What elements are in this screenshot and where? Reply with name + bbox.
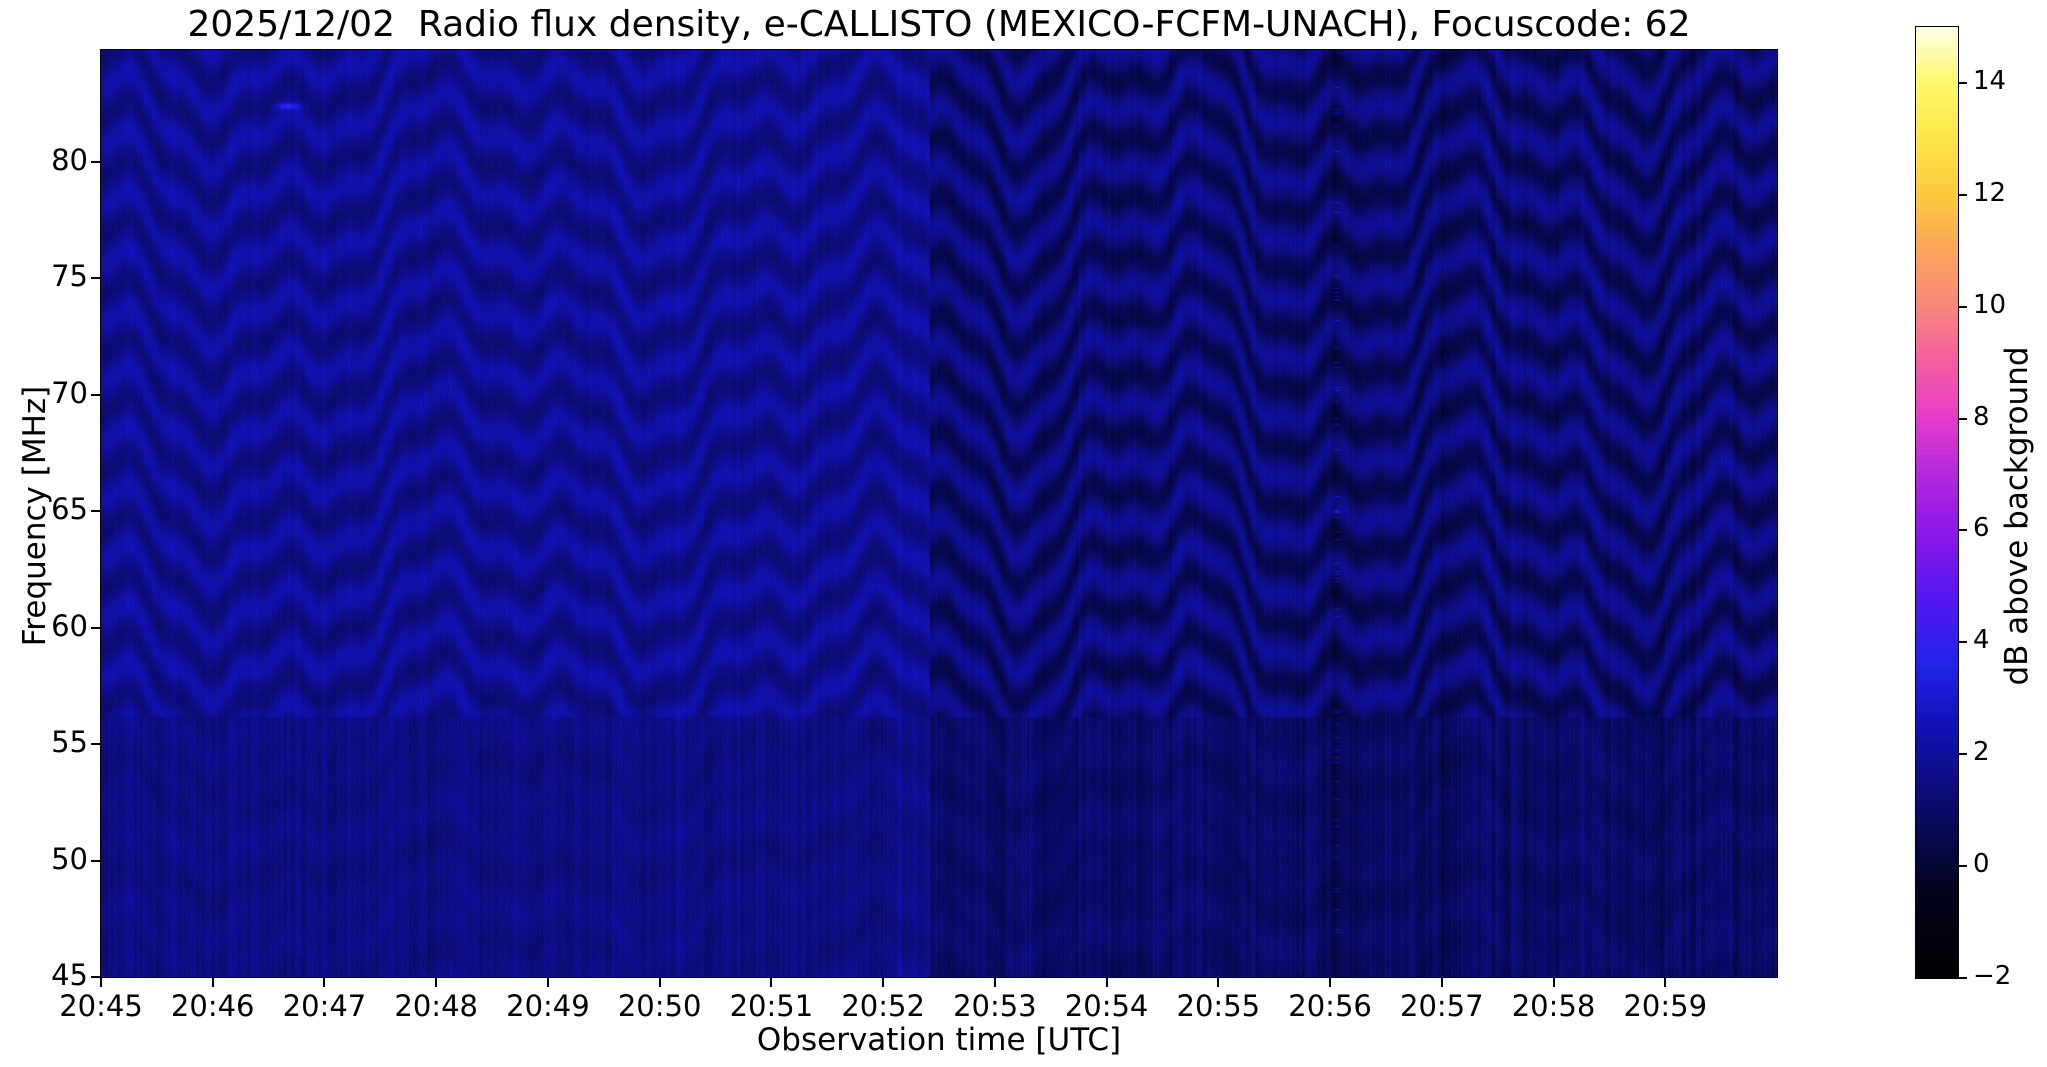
colorbar-tick-label: 6	[1973, 513, 1990, 544]
x-tick-label: 20:56	[1288, 989, 1372, 1023]
x-tick-label: 20:59	[1623, 989, 1708, 1023]
x-tick-mark	[1552, 978, 1555, 987]
colorbar-tick-label: 12	[1973, 177, 2007, 208]
y-tick-label: 60	[51, 608, 88, 643]
colorbar-tick-mark	[1959, 193, 1967, 196]
spectrogram-canvas	[101, 50, 1777, 977]
x-tick-mark	[1217, 978, 1220, 987]
x-tick-label: 20:57	[1400, 989, 1484, 1023]
y-tick-mark	[91, 510, 100, 513]
x-tick-mark	[658, 978, 661, 987]
y-tick-mark	[91, 626, 100, 629]
x-tick-mark	[546, 978, 549, 987]
colorbar-tick-mark	[1959, 865, 1967, 868]
y-tick-label: 75	[51, 259, 88, 294]
y-tick-label: 55	[51, 725, 88, 760]
y-tick-mark	[91, 859, 100, 862]
colorbar-gradient	[1916, 27, 1958, 978]
x-tick-mark	[100, 978, 102, 987]
colorbar-tick-mark	[1959, 641, 1967, 644]
colorbar-tick-mark	[1959, 529, 1967, 532]
y-tick-mark	[91, 976, 100, 978]
colorbar-tick-label: 0	[1973, 849, 1990, 880]
x-tick-mark	[1329, 978, 1332, 987]
x-tick-mark	[1440, 978, 1443, 987]
x-tick-label: 20:49	[506, 989, 590, 1023]
colorbar-tick-label: −2	[1973, 961, 2012, 991]
colorbar-tick-mark	[1959, 305, 1967, 308]
x-tick-mark	[770, 978, 773, 987]
x-tick-label: 20:48	[394, 989, 478, 1023]
spectrogram-plot	[100, 49, 1778, 978]
colorbar-tick-label: 8	[1973, 401, 1990, 432]
x-tick-mark	[882, 978, 885, 987]
colorbar-tick-label: 4	[1973, 625, 1990, 656]
x-tick-mark	[211, 978, 214, 987]
colorbar-tick-mark	[1959, 81, 1967, 84]
x-tick-mark	[435, 978, 438, 987]
y-tick-mark	[91, 743, 100, 746]
x-tick-mark	[323, 978, 326, 987]
y-tick-label: 70	[51, 375, 88, 410]
y-tick-mark	[91, 277, 100, 280]
x-tick-mark	[1664, 978, 1667, 987]
x-tick-label: 20:55	[1176, 989, 1261, 1023]
colorbar	[1915, 26, 1959, 979]
x-tick-label: 20:50	[617, 989, 702, 1023]
x-tick-mark	[1105, 978, 1108, 987]
x-tick-label: 20:46	[170, 989, 255, 1023]
y-tick-label: 50	[51, 841, 88, 876]
y-tick-label: 80	[51, 142, 88, 177]
colorbar-tick-mark	[1959, 977, 1967, 979]
x-tick-label: 20:52	[841, 989, 925, 1023]
x-tick-label: 20:47	[282, 989, 367, 1023]
colorbar-tick-mark	[1959, 417, 1967, 420]
y-tick-label: 45	[51, 958, 88, 992]
y-tick-mark	[91, 393, 100, 396]
x-tick-mark	[993, 978, 996, 987]
colorbar-tick-mark	[1959, 753, 1967, 756]
colorbar-tick-label: 2	[1973, 737, 1990, 768]
x-axis-label: Observation time [UTC]	[756, 1022, 1122, 1058]
chart-title: 2025/12/02 Radio flux density, e-CALLIST…	[187, 4, 1691, 45]
colorbar-tick-label: 10	[1973, 289, 2007, 320]
x-tick-label: 20:51	[729, 989, 814, 1023]
x-tick-label: 20:54	[1064, 989, 1149, 1023]
x-tick-label: 20:45	[59, 989, 143, 1023]
y-tick-label: 65	[51, 492, 88, 527]
colorbar-tick-label: 14	[1973, 65, 2007, 96]
x-tick-label: 20:53	[953, 989, 1037, 1023]
colorbar-label: dB above background	[1999, 346, 2035, 686]
x-tick-label: 20:58	[1511, 989, 1596, 1023]
y-tick-mark	[91, 160, 100, 163]
